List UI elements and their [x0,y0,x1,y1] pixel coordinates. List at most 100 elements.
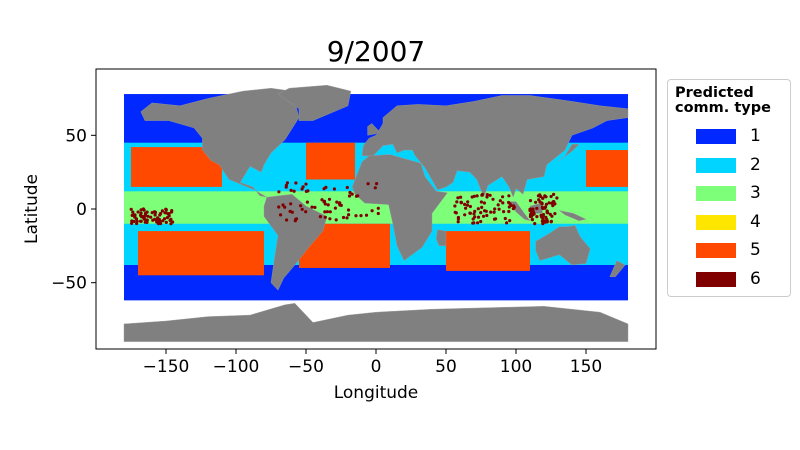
point-type-6 [459,201,463,205]
point-type-6 [160,209,164,213]
point-type-6 [136,210,140,214]
land-europe-asia [361,95,629,198]
chart-title: 9/2007 [327,35,426,68]
point-type-6 [328,210,332,214]
legend-swatch [696,157,736,173]
point-type-6 [300,187,304,191]
point-type-6 [476,215,481,219]
point-type-6 [549,219,554,223]
point-type-6 [156,220,160,224]
point-type-6 [323,202,327,206]
point-type-6 [459,195,463,199]
point-type-6 [158,213,162,217]
point-type-6 [472,212,476,216]
point-type-6 [364,213,369,217]
legend-entry-2: 2 [696,155,786,175]
region-type-5 [306,142,355,180]
point-type-6 [540,201,544,205]
point-type-6 [345,216,349,220]
point-type-6 [480,192,484,197]
point-type-6 [354,214,358,218]
point-type-6 [497,207,501,211]
point-type-6 [508,219,512,223]
point-type-6 [135,219,139,223]
legend-entry-4: 4 [696,211,786,232]
point-type-6 [496,203,500,207]
point-type-6 [476,221,480,225]
point-type-6 [533,222,537,226]
legend-label: 1 [750,126,761,146]
point-type-6 [466,200,470,204]
point-type-6 [285,181,289,185]
point-type-6 [376,211,380,216]
point-type-6 [146,214,150,218]
point-type-6 [293,219,297,223]
point-type-6 [299,204,303,208]
point-type-6 [473,209,477,213]
point-type-6 [511,204,516,208]
point-type-6 [139,219,143,223]
point-type-6 [159,221,163,226]
point-type-6 [501,195,505,199]
point-type-6 [279,213,283,217]
point-type-6 [535,206,539,210]
point-type-6 [488,193,492,197]
point-type-6 [530,217,534,222]
point-type-6 [323,210,327,214]
point-type-6 [171,220,175,224]
point-type-6 [289,188,293,192]
point-type-6 [552,192,556,196]
land-south-america [263,194,328,291]
point-type-6 [543,194,547,198]
land-antarctica [123,303,629,342]
point-type-6 [548,212,552,216]
land-japan [557,144,580,162]
point-type-6 [153,217,157,221]
point-type-6 [545,220,549,224]
point-type-6 [300,207,304,211]
point-type-6 [550,201,554,205]
point-type-6 [540,205,545,210]
point-type-6 [346,208,351,212]
legend-swatch [696,271,736,287]
x-tick-label: −150 [143,357,190,377]
point-type-6 [529,207,533,211]
point-type-6 [338,201,342,205]
land-madagascar [435,229,447,246]
point-type-6 [507,200,511,205]
point-type-6 [471,217,475,221]
point-type-6 [143,220,147,224]
legend-entry-1: 1 [696,126,786,146]
point-type-6 [535,215,539,219]
region-type-5 [446,231,530,271]
point-type-6 [325,210,329,214]
point-type-6 [511,207,515,211]
x-tick-label: 0 [371,357,382,377]
legend-label: 4 [750,211,761,232]
point-type-6 [333,206,337,210]
point-type-6 [313,205,317,209]
point-type-6 [505,221,509,225]
point-type-6 [509,203,513,208]
legend-swatch [696,243,736,258]
point-type-6 [464,206,468,210]
point-type-6 [507,209,511,214]
point-type-6 [544,202,549,206]
point-type-6 [531,212,535,216]
point-type-6 [375,182,379,186]
point-type-6 [370,209,374,213]
point-type-6 [164,211,168,215]
land-australia [535,224,591,266]
point-type-6 [348,190,352,195]
point-type-6 [489,210,493,214]
point-type-6 [482,201,486,205]
legend: Predicted comm. type 1 2 3 4 5 6 [667,79,791,297]
point-type-6 [549,194,553,199]
point-type-6 [456,215,460,220]
x-tick-label: −100 [213,357,260,377]
point-type-6 [290,210,294,214]
point-type-6 [281,203,285,207]
point-type-6 [310,205,314,209]
point-type-6 [132,219,136,223]
land-scandinavia-uk [367,123,380,136]
